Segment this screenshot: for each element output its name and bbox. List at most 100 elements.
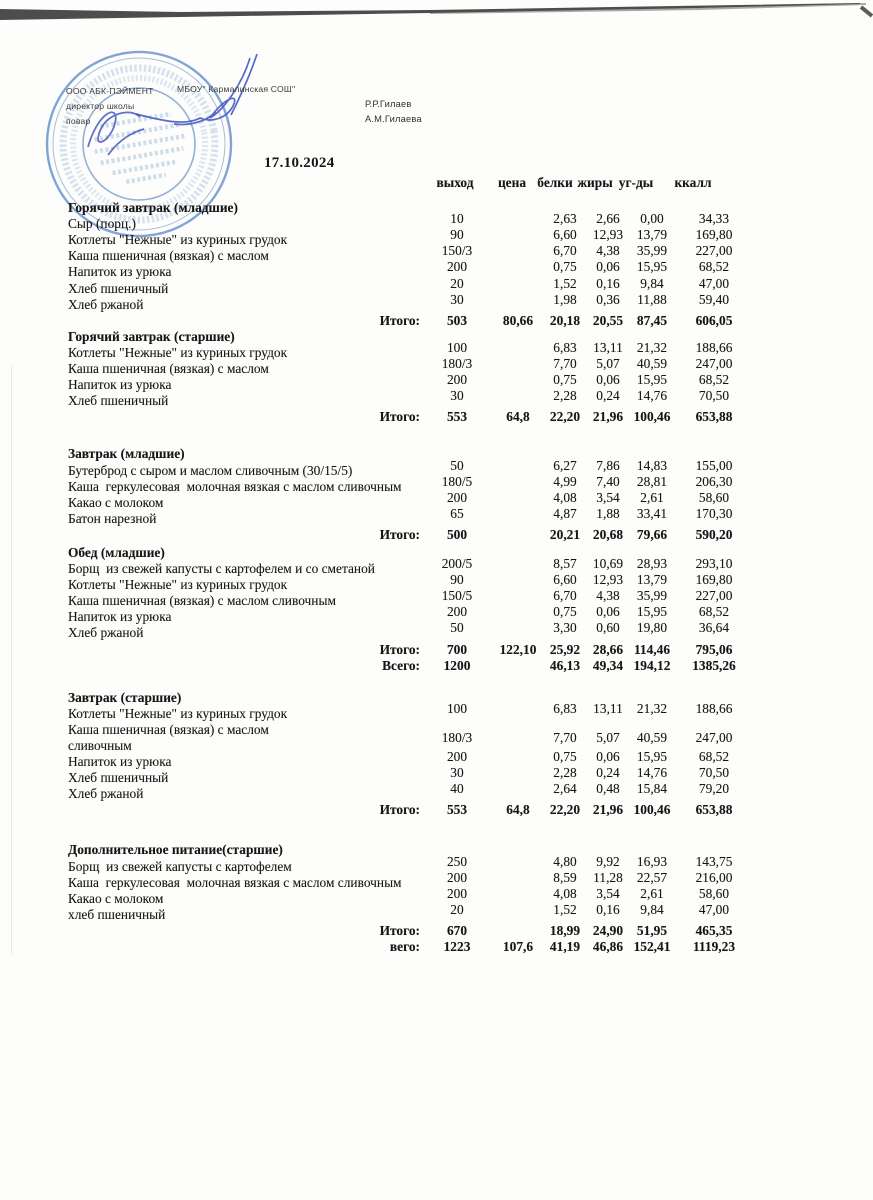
total-value: 79,66 — [636, 526, 668, 542]
total-row: Итого: 700 122,10 25,92 28,66 114,46 795,06 — [68, 642, 752, 658]
dish-name: Сыр (порц.) — [68, 216, 136, 232]
dish-name: хлеб пшеничный — [68, 906, 166, 922]
dish-value: 30 — [450, 388, 464, 404]
dish-value: 70,50 — [698, 388, 730, 404]
dish-value: 50 — [450, 457, 464, 473]
dish-value: 65 — [450, 505, 464, 521]
dish-value: 3,54 — [596, 489, 620, 505]
dish-row: хлеб пшеничный 20 1,52 0,16 9,84 47,00 — [68, 902, 752, 923]
dish-row: Сыр (порц.) 10 2,63 2,66 0,00 34,33 — [68, 211, 752, 232]
dish-value: 68,52 — [698, 749, 730, 765]
dish-value: 0,75 — [553, 259, 577, 275]
dish-value: 68,52 — [698, 604, 730, 620]
total-value: 20,18 — [549, 312, 581, 328]
total-value: 107,6 — [502, 939, 534, 955]
dish-value: 14,76 — [636, 765, 668, 781]
dish-value: 15,95 — [636, 749, 668, 765]
dish-value: 2,64 — [553, 781, 577, 797]
dish-row: Какао с молоком 200 4,08 3,54 2,61 58,60 — [68, 886, 752, 907]
dish-value: 15,84 — [636, 781, 668, 797]
dish-value: 58,60 — [698, 489, 730, 505]
dish-name: Батон нарезной — [68, 510, 157, 526]
dish-row: Борщ из свежей капусты с картофелем и со… — [68, 556, 752, 577]
total-value: 20,21 — [549, 526, 581, 542]
total-label: Итого: — [379, 802, 420, 818]
dish-value: 200 — [446, 489, 468, 505]
total-value: 1119,23 — [692, 939, 736, 955]
dish-value: 2,61 — [640, 489, 664, 505]
total-value: 64,8 — [506, 802, 530, 818]
dish-value: 6,83 — [553, 700, 577, 716]
menu-table: выход цена белки жиры уг-ды ккалл Горячий завт… — [68, 175, 752, 955]
total-value: 80,66 — [502, 312, 534, 328]
total-value: 100,46 — [633, 409, 671, 425]
dish-value: 169,80 — [695, 227, 733, 243]
total-value: 24,90 — [592, 922, 624, 938]
section-title: Обед (младшие) — [68, 544, 165, 560]
dish-value: 180/3 — [441, 356, 473, 372]
total-value: 700 — [446, 641, 468, 657]
dish-value: 58,60 — [698, 885, 730, 901]
dish-value: 68,52 — [698, 372, 730, 388]
dish-value: 4,87 — [553, 505, 577, 521]
section-title: Горячий завтрак (младшие) — [68, 200, 238, 216]
total-row: Итого: 670 18,99 24,90 51,95 465,35 — [68, 923, 752, 939]
dish-value: 0,75 — [553, 604, 577, 620]
dish-row: Батон нарезной 65 4,87 1,88 33,41 170,30 — [68, 506, 752, 527]
dish-row: Хлеб ржаной 50 3,30 0,60 19,80 36,64 — [68, 620, 752, 641]
dish-value: 6,60 — [553, 227, 577, 243]
dish-value: 50 — [450, 620, 464, 636]
column-header: цена — [497, 175, 527, 190]
dish-value: 0,36 — [596, 291, 620, 307]
dish-value: 0,00 — [640, 211, 664, 227]
dish-value: 170,30 — [695, 505, 733, 521]
total-value: 21,96 — [592, 802, 624, 818]
total-row: Итого: 553 64,8 22,20 21,96 100,46 653,88 — [68, 409, 752, 425]
dish-value: 10,69 — [592, 556, 624, 572]
total-value: 87,45 — [636, 312, 668, 328]
dish-name: Котлеты "Нежные" из куриных грудок — [68, 705, 288, 721]
total-value: 114,46 — [633, 641, 671, 657]
dish-value: 188,66 — [695, 700, 733, 716]
total-value: 152,41 — [633, 939, 671, 955]
total-label: Итого: — [379, 312, 420, 328]
total-row: Итого: 553 64,8 22,20 21,96 100,46 653,88 — [68, 802, 752, 818]
dish-value: 90 — [450, 227, 464, 243]
dish-value: 0,48 — [596, 781, 620, 797]
dish-value: 13,11 — [593, 700, 623, 716]
dish-value: 1,52 — [553, 901, 577, 917]
total-value: 20,55 — [592, 312, 624, 328]
dish-value: 40 — [450, 781, 464, 797]
dish-value: 10 — [450, 211, 464, 227]
total-label: Итого: — [379, 409, 420, 425]
total-value: 22,20 — [549, 409, 581, 425]
dish-name: Каша пшеничная (вязкая) с маслом сливочн… — [68, 721, 269, 753]
dish-value: 0,06 — [596, 372, 620, 388]
dish-value: 6,70 — [553, 588, 577, 604]
dish-value: 200 — [446, 869, 468, 885]
dish-value: 33,41 — [636, 505, 668, 521]
dish-name: Борщ из свежей капусты с картофелем и со… — [68, 561, 375, 577]
dish-value: 0,24 — [596, 765, 620, 781]
dish-value: 28,81 — [636, 473, 668, 489]
dish-row: Борщ из свежей капусты с картофелем 250 4,… — [68, 854, 752, 875]
total-value: 553 — [446, 409, 468, 425]
dish-name: Котлеты "Нежные" из куриных грудок — [68, 577, 288, 593]
dish-name: Какао с молоком — [68, 494, 164, 510]
dish-row: Хлеб пшеничный 30 2,28 0,24 14,76 70,50 — [68, 388, 752, 409]
section-title: Горячий завтрак (старшие) — [68, 328, 235, 344]
dish-name: Хлеб ржаной — [68, 786, 144, 802]
dish-value: 6,83 — [553, 339, 577, 355]
dish-value: 20 — [450, 901, 464, 917]
dish-value: 21,32 — [636, 700, 668, 716]
dish-value: 16,93 — [636, 853, 668, 869]
dish-value: 0,16 — [596, 901, 620, 917]
dish-value: 143,75 — [695, 853, 733, 869]
dish-value: 0,06 — [596, 604, 620, 620]
dish-name: Каша пшеничная (вязкая) с маслом сливочн… — [68, 593, 336, 609]
dish-value: 15,95 — [636, 604, 668, 620]
dish-value: 180/5 — [441, 473, 473, 489]
dish-value: 6,60 — [553, 572, 577, 588]
dish-value: 12,93 — [592, 572, 624, 588]
dish-value: 4,08 — [553, 885, 577, 901]
